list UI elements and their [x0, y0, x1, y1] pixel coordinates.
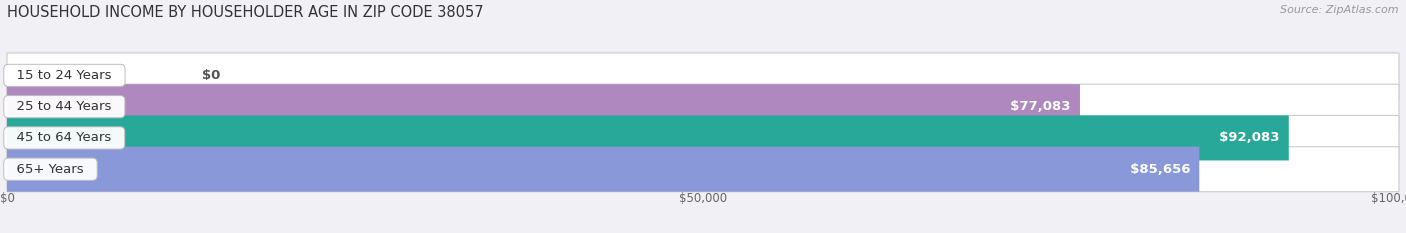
- FancyBboxPatch shape: [7, 84, 1080, 129]
- FancyBboxPatch shape: [7, 115, 1399, 161]
- Text: $77,083: $77,083: [1001, 100, 1080, 113]
- FancyBboxPatch shape: [7, 84, 1399, 129]
- Text: $85,656: $85,656: [1121, 163, 1199, 176]
- FancyBboxPatch shape: [7, 53, 1399, 98]
- Text: $0: $0: [202, 69, 221, 82]
- Text: $92,083: $92,083: [1211, 131, 1289, 144]
- FancyBboxPatch shape: [7, 147, 1199, 192]
- Text: HOUSEHOLD INCOME BY HOUSEHOLDER AGE IN ZIP CODE 38057: HOUSEHOLD INCOME BY HOUSEHOLDER AGE IN Z…: [7, 5, 484, 20]
- Text: 45 to 64 Years: 45 to 64 Years: [8, 131, 120, 144]
- Text: 25 to 44 Years: 25 to 44 Years: [8, 100, 121, 113]
- FancyBboxPatch shape: [7, 115, 1289, 161]
- FancyBboxPatch shape: [7, 147, 1399, 192]
- Text: 65+ Years: 65+ Years: [8, 163, 93, 176]
- Text: Source: ZipAtlas.com: Source: ZipAtlas.com: [1281, 5, 1399, 15]
- Text: 15 to 24 Years: 15 to 24 Years: [8, 69, 121, 82]
